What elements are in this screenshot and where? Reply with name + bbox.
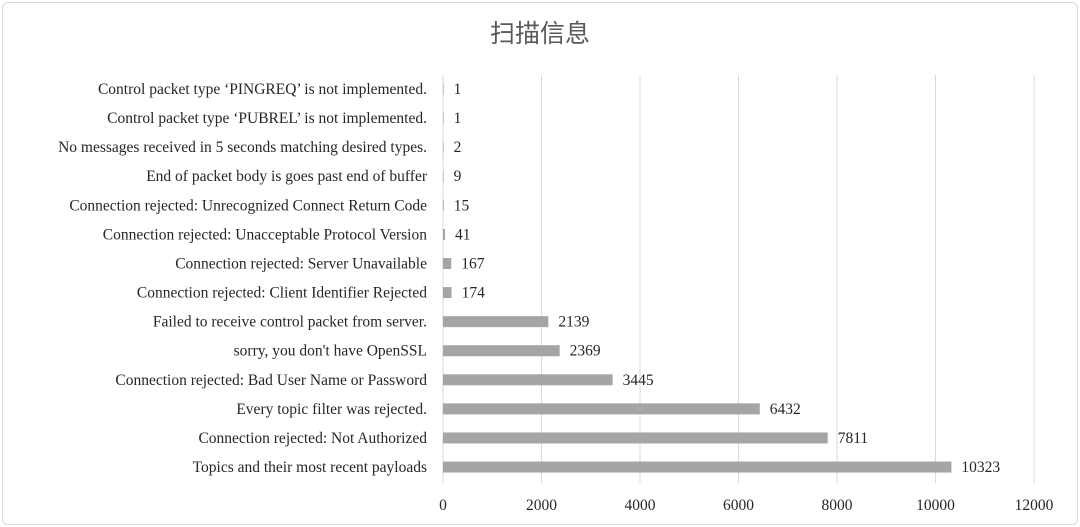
category-label: Connection rejected: Bad User Name or Pa… — [115, 372, 427, 389]
category-label: Control packet type ‘PUBREL’ is not impl… — [107, 110, 427, 127]
value-label: 2 — [454, 139, 462, 156]
category-labels: Control packet type ‘PINGREQ’ is not imp… — [58, 81, 428, 476]
category-label: No messages received in 5 seconds matchi… — [58, 139, 427, 156]
x-tick-label: 12000 — [1015, 497, 1054, 514]
category-label: Connection rejected: Unrecognized Connec… — [69, 197, 427, 214]
bar — [443, 257, 452, 269]
value-label: 41 — [455, 226, 471, 243]
value-label: 15 — [454, 197, 470, 214]
category-label: Connection rejected: Server Unavailable — [175, 255, 427, 272]
value-label: 7811 — [838, 430, 868, 447]
category-label: Connection rejected: Unacceptable Protoc… — [103, 226, 427, 243]
x-tick-label: 8000 — [822, 497, 853, 514]
bar — [443, 403, 760, 415]
bar — [443, 112, 444, 124]
bar — [443, 141, 444, 153]
x-tick-label: 0 — [439, 497, 447, 514]
x-axis-ticks: 0 2000 4000 6000 8000 10000 12000 — [439, 497, 1054, 514]
x-tick-label: 4000 — [625, 497, 656, 514]
bar — [443, 287, 452, 299]
value-label: 167 — [461, 255, 485, 272]
category-label: Connection rejected: Client Identifier R… — [137, 285, 427, 302]
x-tick-label: 2000 — [526, 497, 557, 514]
value-label: 2369 — [570, 343, 601, 360]
bar — [443, 461, 952, 473]
bar — [443, 316, 549, 328]
category-label: sorry, you don't have OpenSSL — [234, 343, 427, 360]
value-label: 174 — [462, 285, 486, 302]
bar — [443, 83, 444, 95]
bar — [443, 170, 444, 182]
value-label: 9 — [454, 168, 462, 185]
bar — [443, 345, 560, 357]
value-label: 3445 — [623, 372, 654, 389]
value-label: 10323 — [961, 459, 1000, 476]
bar — [443, 199, 444, 211]
x-tick-label: 10000 — [916, 497, 955, 514]
gridlines — [442, 75, 1035, 483]
x-tick-label: 6000 — [723, 497, 754, 514]
value-label: 1 — [454, 81, 462, 98]
value-label: 6432 — [770, 401, 801, 418]
value-label: 2139 — [558, 314, 589, 331]
category-label: Connection rejected: Not Authorized — [198, 430, 427, 447]
category-label: Every topic filter was rejected. — [236, 401, 427, 418]
category-label: Control packet type ‘PINGREQ’ is not imp… — [98, 81, 427, 98]
bar — [443, 228, 446, 240]
value-labels: 1 1 2 9 15 41 167 174 2139 2369 3445 6432 7811 10323 — [454, 81, 1001, 476]
value-label: 1 — [454, 110, 462, 127]
category-label: Failed to receive control packet from se… — [153, 314, 427, 331]
category-label: End of packet body is goes past end of b… — [146, 168, 428, 185]
bar — [443, 374, 613, 386]
bar — [443, 432, 828, 444]
chart-title: 扫描信息 — [489, 19, 590, 48]
bars — [443, 83, 952, 473]
category-label: Topics and their most recent payloads — [193, 459, 427, 476]
